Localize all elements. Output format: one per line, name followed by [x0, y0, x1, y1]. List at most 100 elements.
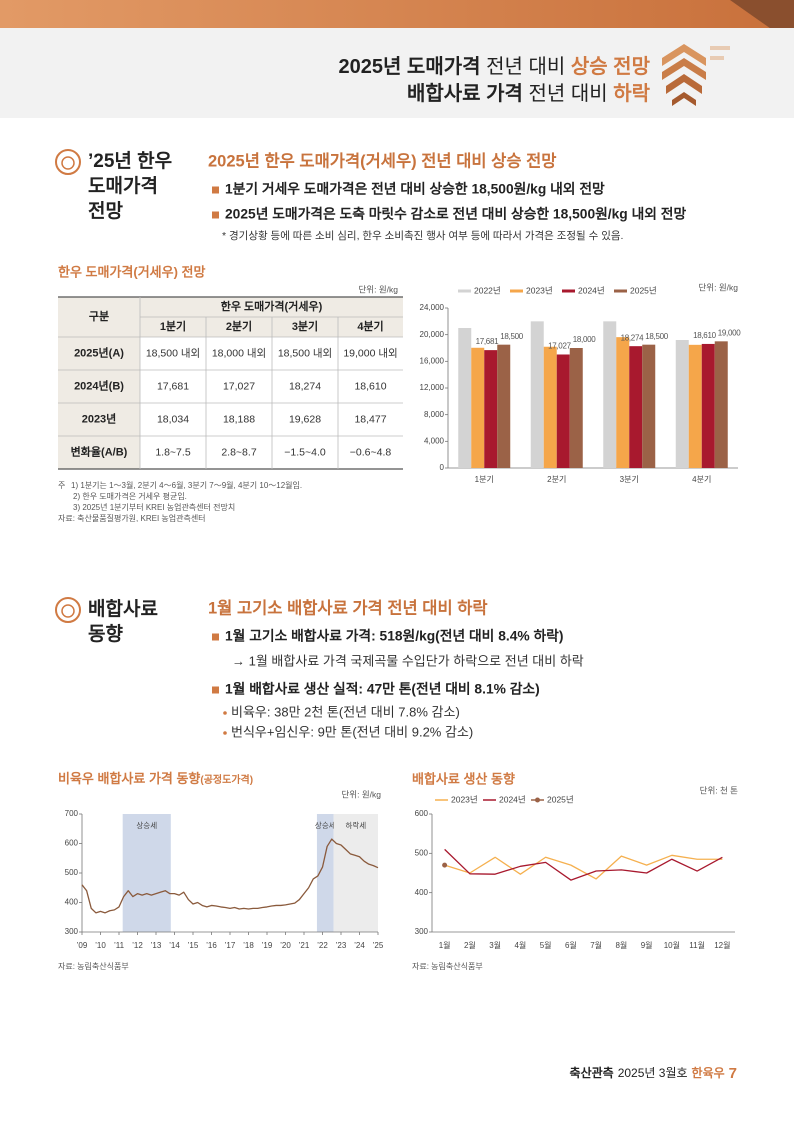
bar: [556, 354, 570, 468]
table-cell: 18,500 내외: [146, 347, 200, 359]
legend-label: 2025년: [547, 794, 574, 804]
table-row-header: 변화율(A/B): [71, 444, 128, 458]
table-row-header: 2024년(B): [74, 378, 124, 392]
table-corner: 구분: [89, 310, 109, 323]
bar: [629, 346, 643, 468]
x-tick-label: ’13: [151, 941, 162, 950]
annotation-band: [122, 814, 171, 932]
section-icon: [55, 597, 81, 623]
bullet: 1월 고기소 배합사료 가격: 518원/kg(전년 대비 8.4% 하락): [225, 628, 563, 644]
y-tick-label: 16,000: [420, 356, 445, 365]
bullet-square: [212, 211, 219, 219]
line: [444, 854, 723, 880]
header-text: 전년 대비: [481, 55, 571, 78]
header-text: 2025년 도매가격: [338, 55, 480, 78]
data-label: 18,274: [621, 333, 645, 342]
table-cell: 18,500 내외: [278, 347, 332, 359]
note: * 경기상황 등에 따른 소비 심리, 한우 소비촉진 행사 여부 등에 따라서…: [222, 229, 623, 242]
data-label: 19,000: [718, 328, 742, 337]
x-tick-label: 10월: [664, 940, 680, 950]
x-tick-label: ’12: [132, 941, 143, 950]
x-tick-label: ’22: [317, 941, 328, 950]
table-cell: 18,477: [354, 413, 386, 425]
y-tick-label: 300: [415, 927, 429, 936]
x-tick-label: ’15: [188, 941, 199, 950]
table-row-header: 2023년: [82, 411, 117, 425]
chart-unit: 단위: 원/kg: [698, 282, 738, 292]
x-tick-label: ’11: [114, 941, 125, 950]
x-tick-label: 2분기: [547, 475, 566, 484]
table-group-header: 한우 도매가격(거세우): [221, 299, 323, 313]
x-tick-label: ’23: [336, 941, 347, 950]
table-cell: 19,628: [289, 413, 321, 425]
x-tick-label: 1분기: [475, 475, 494, 484]
legend-label: 2024년: [578, 285, 605, 295]
y-tick-label: 700: [65, 809, 79, 818]
footnote: 3) 2025년 1분기부터 KREI 농업관측센터 전망치: [73, 502, 235, 512]
x-tick-label: 7월: [590, 940, 602, 950]
x-tick-label: ’18: [243, 941, 254, 950]
x-tick-label: ’20: [280, 941, 291, 950]
chart-source: 자료: 농림축산식품부: [58, 961, 129, 971]
bar: [530, 321, 544, 468]
bar: [569, 348, 583, 468]
legend-marker: [535, 797, 540, 803]
x-tick-label: 9월: [641, 940, 653, 950]
y-tick-label: 400: [65, 898, 79, 907]
x-tick-label: ’17: [225, 941, 236, 950]
chart-title: 배합사료 생산 동향: [412, 771, 515, 786]
legend-label: 2023년: [526, 285, 553, 295]
y-tick-label: 500: [65, 868, 79, 877]
sub-bullet: 비육우: 38만 2천 톤(전년 대비 7.8% 감소): [231, 704, 460, 719]
table-cell: 1.8~7.5: [155, 446, 190, 458]
x-tick-label: ’09: [77, 941, 88, 950]
y-tick-label: 8,000: [424, 410, 445, 419]
bar: [458, 328, 472, 468]
header-highlight: 하락: [613, 82, 650, 105]
footer-section: 한육우: [692, 1065, 725, 1080]
footnote-mark: 주: [58, 481, 65, 490]
annotation-label: 상승세: [136, 820, 157, 830]
x-tick-label: 3분기: [620, 475, 639, 484]
legend-label: 2024년: [499, 794, 526, 804]
y-tick-label: 24,000: [420, 303, 445, 312]
x-tick-label: 3월: [489, 940, 501, 950]
bullet-detail: → 1월 배합사료 가격 국제곡물 수입단가 하락으로 전년 대비 하락: [232, 653, 584, 668]
y-tick-label: 20,000: [420, 330, 445, 339]
point: [442, 862, 448, 868]
table-cell: 18,000 내외: [212, 347, 266, 359]
chart-title-note: (공정도가격): [200, 773, 253, 786]
bar: [701, 343, 715, 468]
table-source: 자료: 축산물품질평가원, KREI 농업관측센터: [58, 513, 206, 523]
x-tick-label: ’16: [206, 941, 217, 950]
y-tick-label: 600: [415, 809, 429, 818]
footer-publication: 축산관측: [570, 1065, 614, 1080]
section-title: 동향: [88, 623, 123, 645]
bar: [603, 321, 617, 468]
section-icon: [55, 149, 81, 175]
x-tick-label: ’21: [299, 941, 310, 950]
section-title: 도매가격: [88, 175, 158, 197]
y-tick-label: 300: [65, 927, 79, 936]
header-line-1: 2025년 도매가격 전년 대비 상승 전망: [338, 55, 650, 78]
table-title: 한우 도매가격(거세우) 전망: [58, 264, 205, 279]
annotation-band: [333, 814, 378, 932]
header-emblem: [662, 44, 730, 106]
sub-bullet-dot: [223, 711, 227, 715]
bullet-square: [212, 686, 219, 694]
section-title: 배합사료: [88, 598, 158, 620]
sub-bullet-dot: [223, 731, 227, 735]
footer-issue: 2025년 3월호: [618, 1066, 688, 1080]
table-cell: 17,681: [157, 380, 189, 392]
bar: [616, 337, 630, 468]
table-row-header: 2025년(A): [74, 345, 124, 359]
legend-label: 2022년: [474, 285, 501, 295]
bar: [484, 350, 498, 468]
table-column-header: 3분기: [292, 319, 318, 333]
section-heading: 2025년 한우 도매가격(거세우) 전년 대비 상승 전망: [208, 151, 556, 170]
annotation-label: 하락세: [345, 820, 366, 830]
bar: [675, 340, 689, 468]
chart-unit: 단위: 천 톤: [700, 785, 739, 795]
header-line-2: 배합사료 가격 전년 대비 하락: [407, 82, 651, 105]
